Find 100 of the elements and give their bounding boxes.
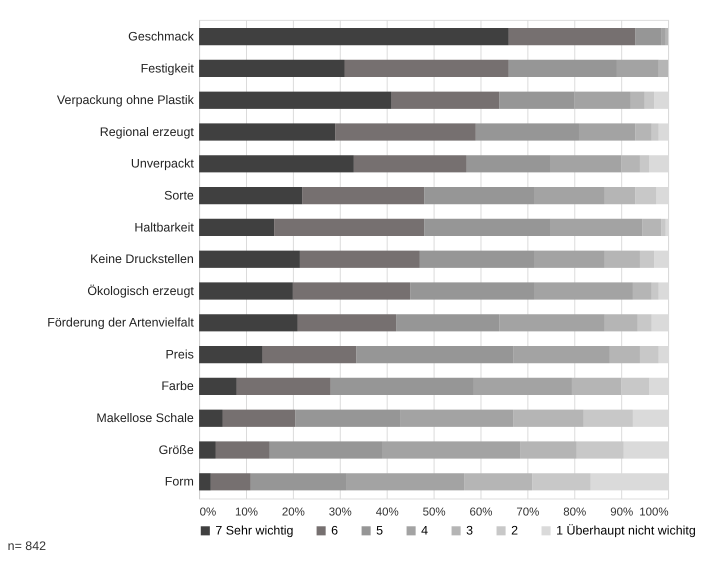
bar — [199, 250, 300, 268]
x-tick-label: 40% — [376, 506, 399, 518]
bar — [199, 187, 302, 204]
y-tick-label: Förderung der Artenvielfalt — [47, 316, 194, 330]
bar — [250, 473, 347, 490]
bar — [616, 60, 659, 78]
x-tick-label: 0% — [200, 506, 216, 518]
y-tick-label: Haltbarkeit — [134, 220, 194, 234]
bar — [550, 218, 642, 236]
x-tick-label: 70% — [516, 506, 540, 518]
y-tick-label: Farbe — [161, 379, 194, 394]
bar — [574, 92, 631, 109]
y-tick-label: Keine Druckstellen — [90, 252, 194, 266]
bar — [269, 441, 382, 459]
bar — [635, 187, 656, 204]
bar — [604, 314, 638, 332]
y-tick-label: Makellose Schale — [96, 411, 194, 426]
y-tick-label: Größe — [158, 442, 194, 457]
bar — [356, 346, 514, 364]
bar — [534, 187, 605, 204]
bar — [499, 314, 605, 332]
legend-label: 4 — [421, 524, 428, 538]
legend-label: 1 Überhaupt nicht wichitg — [556, 524, 696, 538]
bar — [644, 92, 654, 109]
bar — [199, 218, 274, 236]
x-tick-label: 80% — [563, 506, 586, 518]
bar — [330, 378, 474, 396]
bar — [346, 473, 464, 490]
bar — [420, 250, 534, 268]
bar — [609, 346, 640, 364]
y-tick-label: Festigkeit — [140, 61, 194, 76]
bar — [658, 60, 668, 78]
bar — [262, 346, 356, 364]
bar — [222, 410, 296, 427]
legend-label: 7 Sehr wichtig — [215, 524, 294, 538]
bar — [661, 28, 666, 46]
bar — [236, 378, 330, 396]
bar — [576, 441, 624, 459]
y-tick-label: Regional erzeugt — [100, 124, 194, 139]
bar — [300, 250, 420, 268]
bar — [424, 187, 534, 204]
bar — [354, 155, 466, 172]
bar — [578, 123, 636, 141]
y-tick-label: Unverpackt — [130, 156, 194, 171]
bar — [630, 92, 645, 109]
bar — [199, 28, 509, 46]
bar — [199, 378, 237, 396]
x-tick-label: 50% — [422, 506, 446, 518]
bar — [513, 346, 610, 364]
bar — [520, 441, 577, 459]
bar — [499, 92, 574, 109]
x-tick-label: 90% — [610, 506, 634, 518]
bar — [274, 218, 424, 236]
y-tick-label: Ökologisch erzeugt — [87, 284, 194, 298]
bar — [661, 218, 666, 236]
bar — [508, 28, 636, 46]
bar — [199, 92, 392, 109]
bar — [604, 250, 640, 268]
y-tick-label: Form — [164, 474, 194, 489]
bar — [635, 28, 662, 46]
bar — [400, 410, 514, 427]
y-tick-label: Sorte — [164, 188, 194, 202]
bar — [295, 410, 401, 427]
bar — [621, 378, 650, 396]
bar — [476, 123, 579, 141]
x-tick-label: 100% — [639, 506, 669, 518]
legend-label: 5 — [376, 524, 384, 538]
y-tick-label: Verpackung ohne Plastik — [56, 93, 195, 108]
bar — [640, 346, 659, 364]
bar — [199, 314, 298, 332]
bar — [532, 473, 591, 490]
x-tick-label: 30% — [328, 506, 352, 518]
bar — [550, 155, 622, 172]
bar — [199, 282, 293, 300]
legend-label: 2 — [511, 524, 518, 538]
bar — [396, 314, 500, 332]
bar — [572, 378, 622, 396]
y-tick-label: Preis — [165, 347, 194, 362]
bar — [534, 250, 605, 268]
bar — [513, 410, 584, 427]
bar — [292, 282, 410, 300]
bar — [199, 473, 211, 490]
bar — [199, 123, 336, 141]
bar — [199, 60, 344, 78]
bar — [604, 187, 636, 204]
bar — [216, 441, 270, 459]
legend-label: 3 — [466, 524, 474, 538]
bar — [302, 187, 424, 204]
bar — [640, 155, 650, 172]
bar — [466, 155, 551, 172]
bar — [382, 441, 520, 459]
x-tick-label: 10% — [234, 506, 258, 518]
bar — [199, 346, 262, 364]
bar — [640, 250, 654, 268]
bar — [635, 123, 652, 141]
bar — [508, 60, 617, 78]
bar — [298, 314, 396, 332]
bar — [464, 473, 532, 490]
bar — [642, 218, 662, 236]
bar — [391, 92, 500, 109]
